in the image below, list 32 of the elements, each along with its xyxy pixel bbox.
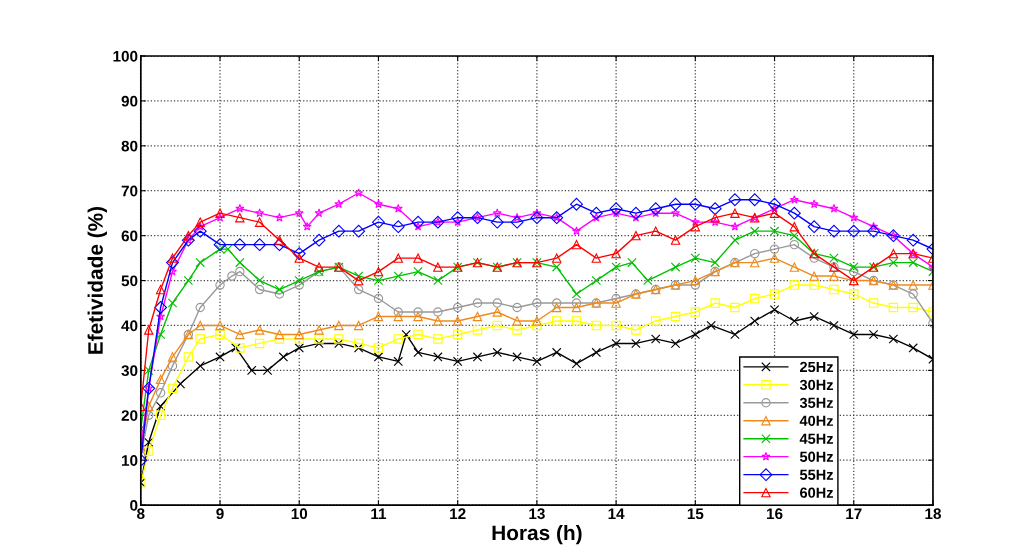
x-tick-label: 13 [529,508,545,520]
x-tick-label: 17 [846,508,862,519]
x-tick-label: 15 [687,508,704,520]
y-tick-label: 10 [122,455,138,466]
x-tick-label: 10 [291,508,308,520]
x-tick-label: 16 [767,508,783,520]
y-tick-label: 80 [121,140,138,152]
x-tick-label: 11 [371,508,387,519]
y-tick-label: 60 [121,230,138,242]
y-tick-label: 90 [121,95,138,107]
y-tick-label: 100 [113,50,138,62]
x-axis-title: Horas (h) [492,524,582,545]
y-tick-label: 0 [130,499,138,511]
legend-label: 45Hz [799,433,834,444]
x-tick-label: 8 [137,508,145,520]
legend-label: 50Hz [799,451,834,462]
legend-label: 55Hz [799,469,834,480]
y-tick-label: 40 [121,320,138,332]
x-tick-label: 18 [925,508,941,520]
y-tick-label: 20 [121,410,138,421]
legend-label: 30Hz [799,379,834,391]
x-tick-label: 9 [216,508,224,520]
x-tick-label: 14 [608,508,625,519]
legend-label: 40Hz [799,415,834,426]
legend-label: 35Hz [799,397,834,409]
y-axis-title: Efetividade (%) [87,206,107,354]
x-tick-label: 12 [450,508,466,519]
legend-label: 60Hz [800,487,834,498]
y-tick-label: 50 [121,275,138,287]
y-tick-label: 70 [121,185,138,197]
legend-label: 25Hz [800,361,834,373]
y-tick-label: 30 [121,365,138,377]
